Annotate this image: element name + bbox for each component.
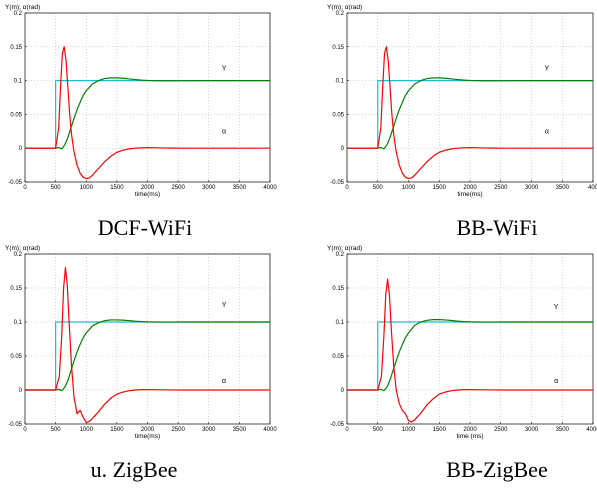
dcf-wifi-ylabel: Y(m); α(rad) (5, 4, 40, 11)
dcf-wifi-xtick-label: 2500 (171, 185, 185, 191)
bb-zigbee-xtick-label: 0 (345, 427, 349, 433)
dcf-wifi-ytick-label: 0.05 (10, 112, 22, 118)
bb-zigbee-annotation: Y (554, 304, 559, 311)
bb-wifi-xtick-label: 2500 (494, 185, 508, 191)
u-zigbee-ytick-label: -0.05 (8, 422, 22, 428)
u-zigbee-xtick-label: 3500 (233, 427, 247, 433)
u-zigbee-ytick-label: 0.05 (10, 354, 22, 360)
dcf-wifi-annotation: Y (222, 65, 227, 72)
u-zigbee-xtick-label: 1500 (110, 427, 124, 433)
bb-wifi-xtick-label: 0 (345, 185, 349, 191)
bb-zigbee-annotation: α (554, 378, 558, 385)
bb-zigbee-ytick-label: -0.05 (330, 422, 344, 428)
dcf-wifi-xtick-label: 2000 (141, 185, 155, 191)
caption-dcf-wifi: DCF-WiFi (97, 215, 193, 240)
dcf-wifi-xtick-label: 4000 (263, 185, 277, 191)
bb-wifi-ytick-label: 0.05 (332, 112, 344, 118)
dcf-wifi-ytick-label: 0 (19, 146, 23, 152)
bb-wifi-ytick-label: 0.15 (332, 45, 344, 51)
dcf-wifi-xtick-label: 0 (23, 185, 27, 191)
bb-wifi-xtick-label: 1000 (402, 185, 416, 191)
bb-wifi-xtick-label: 500 (373, 185, 384, 191)
bb-zigbee-xlabel: time (ms) (456, 433, 483, 440)
dcf-wifi-xtick-label: 1000 (80, 185, 94, 191)
u-zigbee-ytick-label: 0.2 (14, 252, 23, 258)
u-zigbee-xlabel: time(ms) (135, 433, 160, 440)
dcf-wifi-xtick-label: 3000 (202, 185, 216, 191)
bb-wifi-xtick-label: 3000 (525, 185, 539, 191)
bb-zigbee-ytick-label: 0.1 (336, 320, 345, 326)
bb-wifi-xtick-label: 1500 (433, 185, 447, 191)
bb-zigbee-alpha-series (347, 278, 593, 423)
bb-zigbee-xtick-label: 2500 (494, 427, 508, 433)
dcf-wifi-xlabel: time(ms) (135, 191, 160, 198)
bb-zigbee-ylabel: Y(m); α(rad) (327, 245, 362, 252)
bb-zigbee-ytick-label: 0 (341, 388, 345, 394)
bb-zigbee-xtick-label: 4000 (586, 427, 597, 433)
bb-wifi-xlabel: time(ms) (457, 191, 482, 198)
bb-wifi-ytick-label: 0.2 (336, 11, 345, 17)
u-zigbee-xtick-label: 2500 (171, 427, 185, 433)
u-zigbee-ytick-label: 0 (19, 388, 23, 394)
u-zigbee-y-series (25, 319, 270, 392)
u-zigbee-ylabel: Y(m); α(rad) (5, 245, 40, 252)
dcf-wifi-annotation: α (222, 128, 226, 135)
bb-zigbee-xtick-label: 3000 (525, 427, 539, 433)
u-zigbee-xtick-label: 0 (23, 427, 27, 433)
caption-u-zigbee: u. ZigBee (90, 457, 178, 482)
bb-zigbee-xtick-label: 1500 (433, 427, 447, 433)
dcf-wifi-xtick-label: 3500 (233, 185, 247, 191)
u-zigbee-annotation: α (222, 378, 226, 385)
bb-wifi-ytick-label: 0 (341, 146, 345, 152)
u-zigbee-annotation: Y (222, 302, 227, 309)
dcf-wifi-ytick-label: 0.15 (10, 45, 22, 51)
bb-zigbee-xtick-label: 1000 (402, 427, 416, 433)
dcf-wifi-ytick-label: 0.1 (14, 79, 23, 85)
bb-wifi-alpha-series (347, 46, 593, 180)
bb-zigbee-ytick-label: 0.05 (332, 354, 344, 360)
u-zigbee-alpha-series (25, 267, 270, 424)
dcf-wifi-xtick-label: 500 (51, 185, 62, 191)
caption-bb-zigbee: BB-ZigBee (446, 457, 548, 482)
bb-zigbee-y-series (347, 319, 593, 392)
u-zigbee-xtick-label: 4000 (263, 427, 277, 433)
bb-wifi-xtick-label: 3500 (556, 185, 570, 191)
u-zigbee-ytick-label: 0.1 (14, 320, 23, 326)
bb-zigbee-ytick-label: 0.15 (332, 286, 344, 292)
bb-zigbee-xtick-label: 3500 (556, 427, 570, 433)
bb-wifi-ytick-label: -0.05 (330, 180, 344, 186)
bb-wifi-xtick-label: 400 (588, 185, 597, 191)
dcf-wifi-ytick-label: 0.2 (14, 11, 23, 17)
u-zigbee-ytick-label: 0.15 (10, 286, 22, 292)
caption-bb-wifi: BB-WiFi (456, 215, 538, 240)
bb-zigbee-xtick-label: 500 (373, 427, 384, 433)
bb-wifi-ylabel: Y(m); α(rad) (327, 4, 362, 11)
bb-wifi-y-series (347, 77, 593, 150)
bb-wifi-ytick-label: 0.1 (336, 79, 345, 85)
bb-wifi-annotation: α (545, 128, 549, 135)
u-zigbee-xtick-label: 1000 (80, 427, 94, 433)
u-zigbee-xtick-label: 2000 (141, 427, 155, 433)
bb-wifi-xtick-label: 2000 (463, 185, 477, 191)
bb-zigbee-xtick-label: 2000 (463, 427, 477, 433)
u-zigbee-xtick-label: 3000 (202, 427, 216, 433)
bb-wifi-annotation: Y (545, 65, 550, 72)
dcf-wifi-ytick-label: -0.05 (8, 180, 22, 186)
u-zigbee-xtick-label: 500 (51, 427, 62, 433)
dcf-wifi-alpha-series (25, 46, 270, 180)
bb-zigbee-ytick-label: 0.2 (336, 252, 345, 258)
dcf-wifi-y-series (25, 77, 270, 150)
dcf-wifi-xtick-label: 1500 (110, 185, 124, 191)
